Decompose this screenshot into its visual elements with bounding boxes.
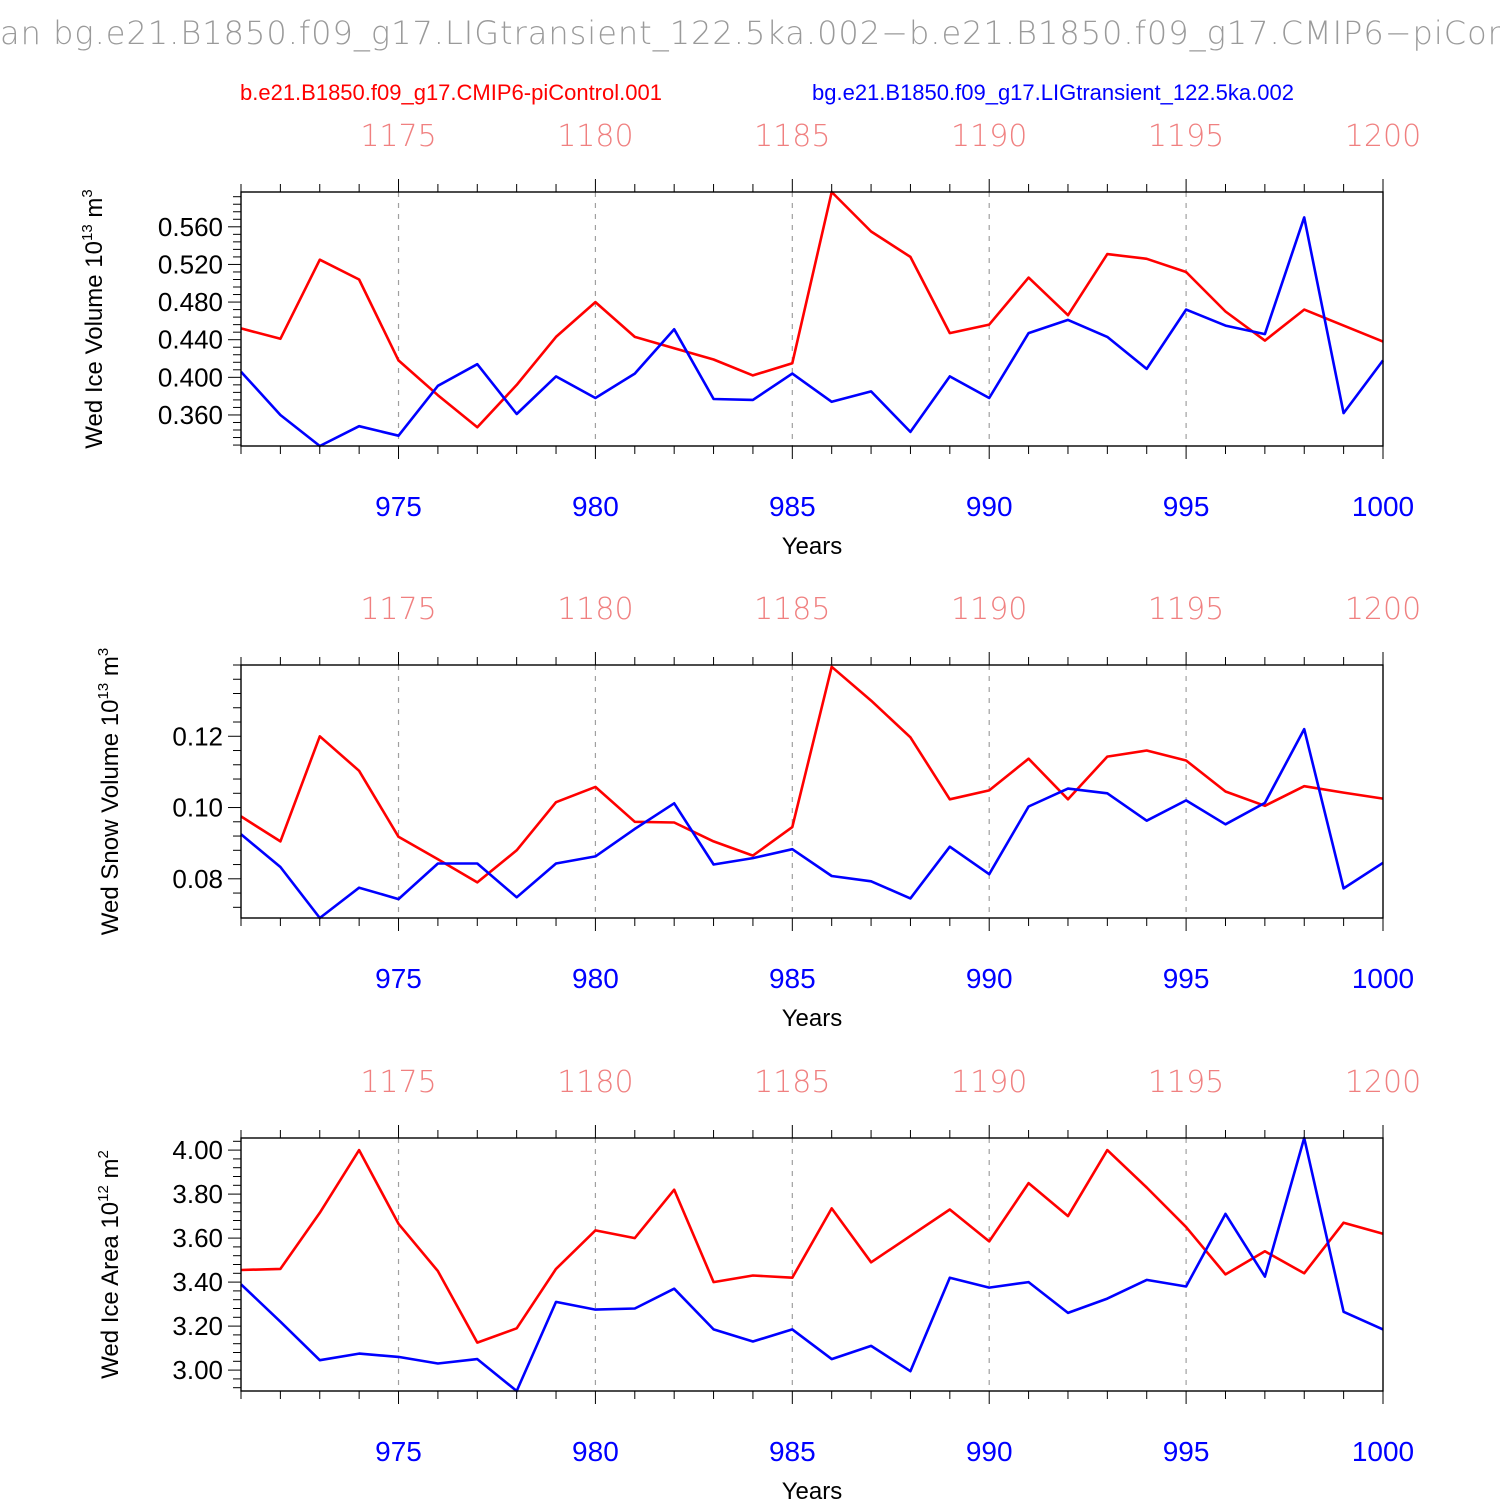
- top-x-tick-label: 1185: [754, 1065, 830, 1100]
- y-tick-label: 3.60: [172, 1223, 223, 1253]
- chart-title: an bg.e21.B1850.f09_g17.LIGtransient_122…: [0, 14, 1500, 52]
- x-tick-label: 985: [769, 491, 816, 522]
- y-axis-label: Wed Ice Volume 1013 m3: [79, 189, 108, 448]
- x-tick-label: 980: [572, 491, 619, 522]
- x-tick-label: 990: [966, 491, 1013, 522]
- x-tick-label: 990: [966, 1436, 1013, 1467]
- plot-frame: [240, 1137, 1384, 1392]
- y-axis-label-superscript: 2: [95, 1150, 112, 1158]
- y-tick-label: 0.400: [158, 362, 223, 392]
- legend-series-ligtransient: bg.e21.B1850.f09_g17.LIGtransient_122.5k…: [812, 80, 1294, 105]
- top-x-tick-label: 1175: [360, 119, 436, 154]
- y-tick-label: 0.560: [158, 212, 223, 242]
- y-axis-label-part: Wed Ice Volume 10: [81, 241, 108, 449]
- x-tick-label: 980: [572, 1436, 619, 1467]
- top-x-tick-label: 1200: [1345, 592, 1421, 627]
- top-x-tick-label: 1185: [754, 119, 830, 154]
- y-axis-label-superscript: 13: [95, 683, 112, 700]
- y-axis-label-part: Wed Ice Area 10: [97, 1202, 124, 1379]
- top-x-tick-label: 1195: [1148, 119, 1224, 154]
- x-tick-label: 1000: [1352, 1436, 1414, 1467]
- y-axis-label-superscript: 3: [95, 648, 112, 656]
- top-x-tick-label: 1180: [557, 1065, 633, 1100]
- y-tick-label: 0.520: [158, 249, 223, 279]
- y-axis-label: Wed Snow Volume 1013 m3: [95, 648, 124, 935]
- series-line-red: [240, 665, 1384, 884]
- y-tick-label: 3.20: [172, 1311, 223, 1341]
- chart-panel-3: 3.00 3.20 3.40 3.60 3.80 4.00 975 980 985 990 995 1…: [95, 1065, 1421, 1500]
- top-x-tick-label: 1190: [951, 119, 1027, 154]
- y-tick-label: 0.440: [158, 325, 223, 355]
- top-x-tick-label: 1190: [951, 592, 1027, 627]
- series-line-blue: [240, 727, 1384, 920]
- plot-frame: [240, 664, 1384, 919]
- y-tick-label: 0.10: [172, 793, 223, 823]
- x-axis-label: Years: [782, 533, 843, 560]
- y-tick-label: 0.480: [158, 287, 223, 317]
- x-tick-label: 990: [966, 963, 1013, 994]
- y-axis-label-superscript: 3: [79, 189, 96, 197]
- y-tick-label: 3.00: [172, 1355, 223, 1385]
- top-x-tick-label: 1175: [360, 592, 436, 627]
- legend-series-picontrol: b.e21.B1850.f09_g17.CMIP6-piControl.001: [240, 80, 662, 105]
- top-x-tick-label: 1185: [754, 592, 830, 627]
- y-tick-label: 0.360: [158, 400, 223, 430]
- x-tick-label: 995: [1163, 1436, 1210, 1467]
- top-x-tick-label: 1200: [1345, 1065, 1421, 1100]
- y-axis-label: Wed Ice Area 1012 m2: [95, 1150, 124, 1379]
- x-tick-label: 985: [769, 1436, 816, 1467]
- y-axis-label-superscript: 13: [79, 224, 96, 241]
- y-tick-label: 0.12: [172, 721, 223, 751]
- series-line-blue: [240, 216, 1385, 448]
- y-axis-label-part: m: [97, 1158, 124, 1185]
- y-tick-label: 4.00: [172, 1135, 223, 1165]
- top-x-tick-label: 1180: [557, 592, 633, 627]
- x-tick-label: 980: [572, 963, 619, 994]
- top-x-tick-label: 1200: [1345, 119, 1421, 154]
- y-tick-label: 0.08: [172, 864, 223, 894]
- series-line-red: [240, 1148, 1384, 1344]
- top-x-tick-label: 1175: [360, 1065, 436, 1100]
- top-x-tick-label: 1180: [557, 119, 633, 154]
- top-x-tick-label: 1195: [1148, 592, 1224, 627]
- x-axis-label: Years: [782, 1005, 843, 1032]
- y-tick-label: 3.40: [172, 1267, 223, 1297]
- x-axis-label: Years: [782, 1478, 843, 1500]
- chart-panel-1: 0.360 0.400 0.440 0.480 0.520 0.560 975 980 985 9…: [79, 119, 1421, 560]
- y-axis-label-part: Wed Snow Volume 10: [97, 700, 124, 936]
- y-tick-label: 3.80: [172, 1179, 223, 1209]
- x-tick-label: 1000: [1352, 491, 1414, 522]
- series-line-blue: [240, 1136, 1384, 1393]
- x-tick-label: 975: [375, 1436, 422, 1467]
- plot-frame: [240, 191, 1384, 447]
- y-axis-label-part: m: [97, 656, 124, 683]
- x-tick-label: 985: [769, 963, 816, 994]
- chart-panel-2: 0.08 0.10 0.12 975 980 985 990 995 1000 1175 1180 1…: [95, 592, 1421, 1032]
- x-tick-label: 975: [375, 491, 422, 522]
- x-tick-label: 995: [1163, 963, 1210, 994]
- top-x-tick-label: 1195: [1148, 1065, 1224, 1100]
- x-tick-label: 1000: [1352, 963, 1414, 994]
- x-tick-label: 975: [375, 963, 422, 994]
- series-line-red: [240, 190, 1384, 429]
- y-axis-label-superscript: 12: [95, 1185, 112, 1202]
- top-x-tick-label: 1190: [951, 1065, 1027, 1100]
- y-axis-label-part: m: [81, 198, 108, 225]
- x-tick-label: 995: [1163, 491, 1210, 522]
